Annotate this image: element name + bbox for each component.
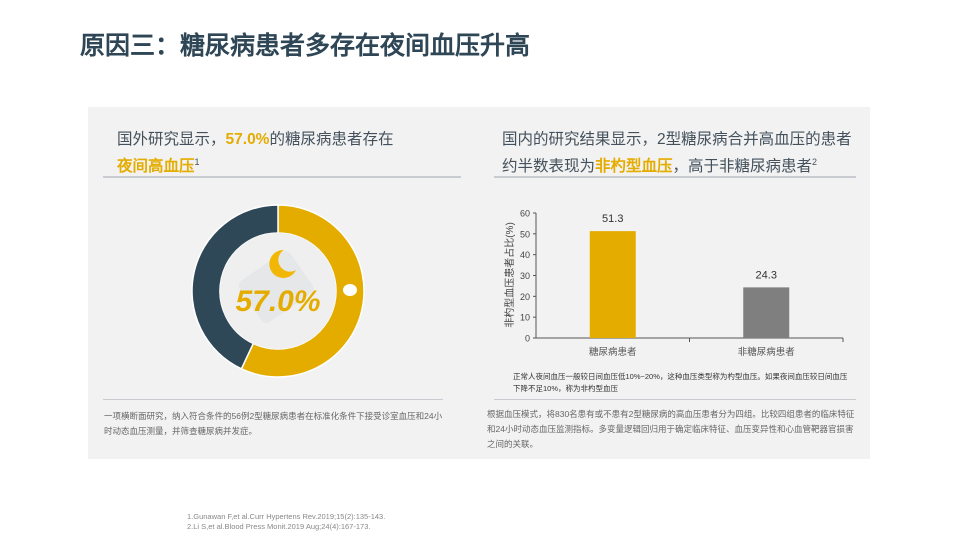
- divider: [494, 176, 856, 178]
- page-title: 原因三：糖尿病患者多存在夜间血压升高: [80, 32, 531, 60]
- bar-value-label: 51.3: [602, 213, 623, 225]
- y-tick-label: 10: [520, 313, 530, 323]
- y-tick-label: 40: [520, 250, 530, 260]
- ref-sup-1: 1: [194, 157, 200, 167]
- left-heading-highlight: 夜间高血压: [117, 158, 195, 176]
- reference-2: 2.Li S,et al.Blood Press Monit.2019 Aug;…: [187, 522, 371, 531]
- right-heading: 国内的研究结果显示，2型糖尿病合并高血压的患者 约半数表现为非杓型血压，高于非糖…: [502, 129, 852, 178]
- calendar-watermark-icon: [238, 251, 314, 323]
- right-heading-highlight: 非杓型血压: [595, 158, 673, 176]
- y-tick-label: 60: [520, 209, 530, 219]
- left-heading-pct: 57.0%: [225, 131, 270, 148]
- y-tick-label: 30: [520, 271, 530, 281]
- y-tick-label: 0: [525, 334, 530, 344]
- x-tick-label: 糖尿病患者: [589, 346, 637, 358]
- left-heading: 国外研究显示，57.0%的糖尿病患者存在 夜间高血压1: [117, 129, 393, 178]
- right-heading-text: 约半数表现为: [502, 158, 596, 176]
- left-study-note: 一项横断面研究，纳入符合条件的56例2型糖尿病患者在标准化条件下接受诊室血压和2…: [104, 411, 443, 436]
- y-tick-label: 50: [520, 229, 530, 239]
- y-tick-label: 20: [520, 292, 530, 302]
- x-tick-label: 非糖尿病患者: [738, 346, 795, 358]
- moon-icon: [269, 249, 296, 278]
- right-heading-line1: 国内的研究结果显示，2型糖尿病合并高血压的患者: [502, 131, 852, 148]
- bar: [743, 287, 790, 338]
- right-study-note: 根据血压模式，将830名患有或不患有2型糖尿病的高血压患者分为四组。比较四组患者…: [487, 409, 855, 449]
- left-heading-text2: 的糖尿病患者存在: [269, 131, 394, 148]
- divider: [103, 176, 461, 178]
- donut-marker-dot: [343, 284, 357, 296]
- divider: [494, 399, 856, 400]
- left-heading-text: 国外研究显示，: [117, 131, 226, 148]
- ref-sup-2: 2: [812, 157, 818, 167]
- reference-1: 1.Gunawan F,et al.Curr Hypertens Rev.201…: [187, 512, 386, 521]
- bar: [589, 231, 636, 338]
- donut-center-label: 57.0%: [235, 285, 320, 318]
- right-heading-text2: ，高于非糖尿病患者: [672, 158, 813, 176]
- divider: [103, 399, 443, 400]
- y-axis-label: 非杓型血压患者占比(%): [503, 222, 516, 328]
- references: 1.Gunawan F,et al.Curr Hypertens Rev.201…: [187, 512, 385, 532]
- bar-value-label: 24.3: [756, 269, 777, 281]
- chart-note: 正常人夜间血压一般较日间血压低10%~20%，这种血压类型称为杓型血压。如果夜间…: [513, 372, 848, 393]
